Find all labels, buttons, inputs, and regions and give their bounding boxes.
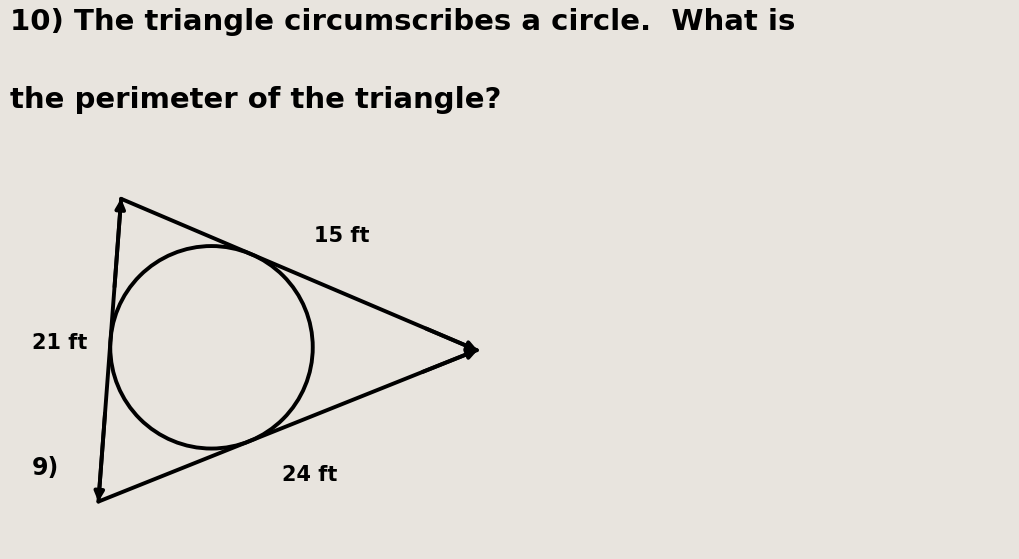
Text: 15 ft: 15 ft	[314, 226, 369, 245]
Text: 21 ft: 21 ft	[32, 333, 87, 353]
Text: 9): 9)	[32, 456, 59, 480]
Text: the perimeter of the triangle?: the perimeter of the triangle?	[10, 86, 501, 114]
Text: 24 ft: 24 ft	[282, 466, 337, 485]
Text: 10) The triangle circumscribes a circle.  What is: 10) The triangle circumscribes a circle.…	[10, 8, 796, 36]
